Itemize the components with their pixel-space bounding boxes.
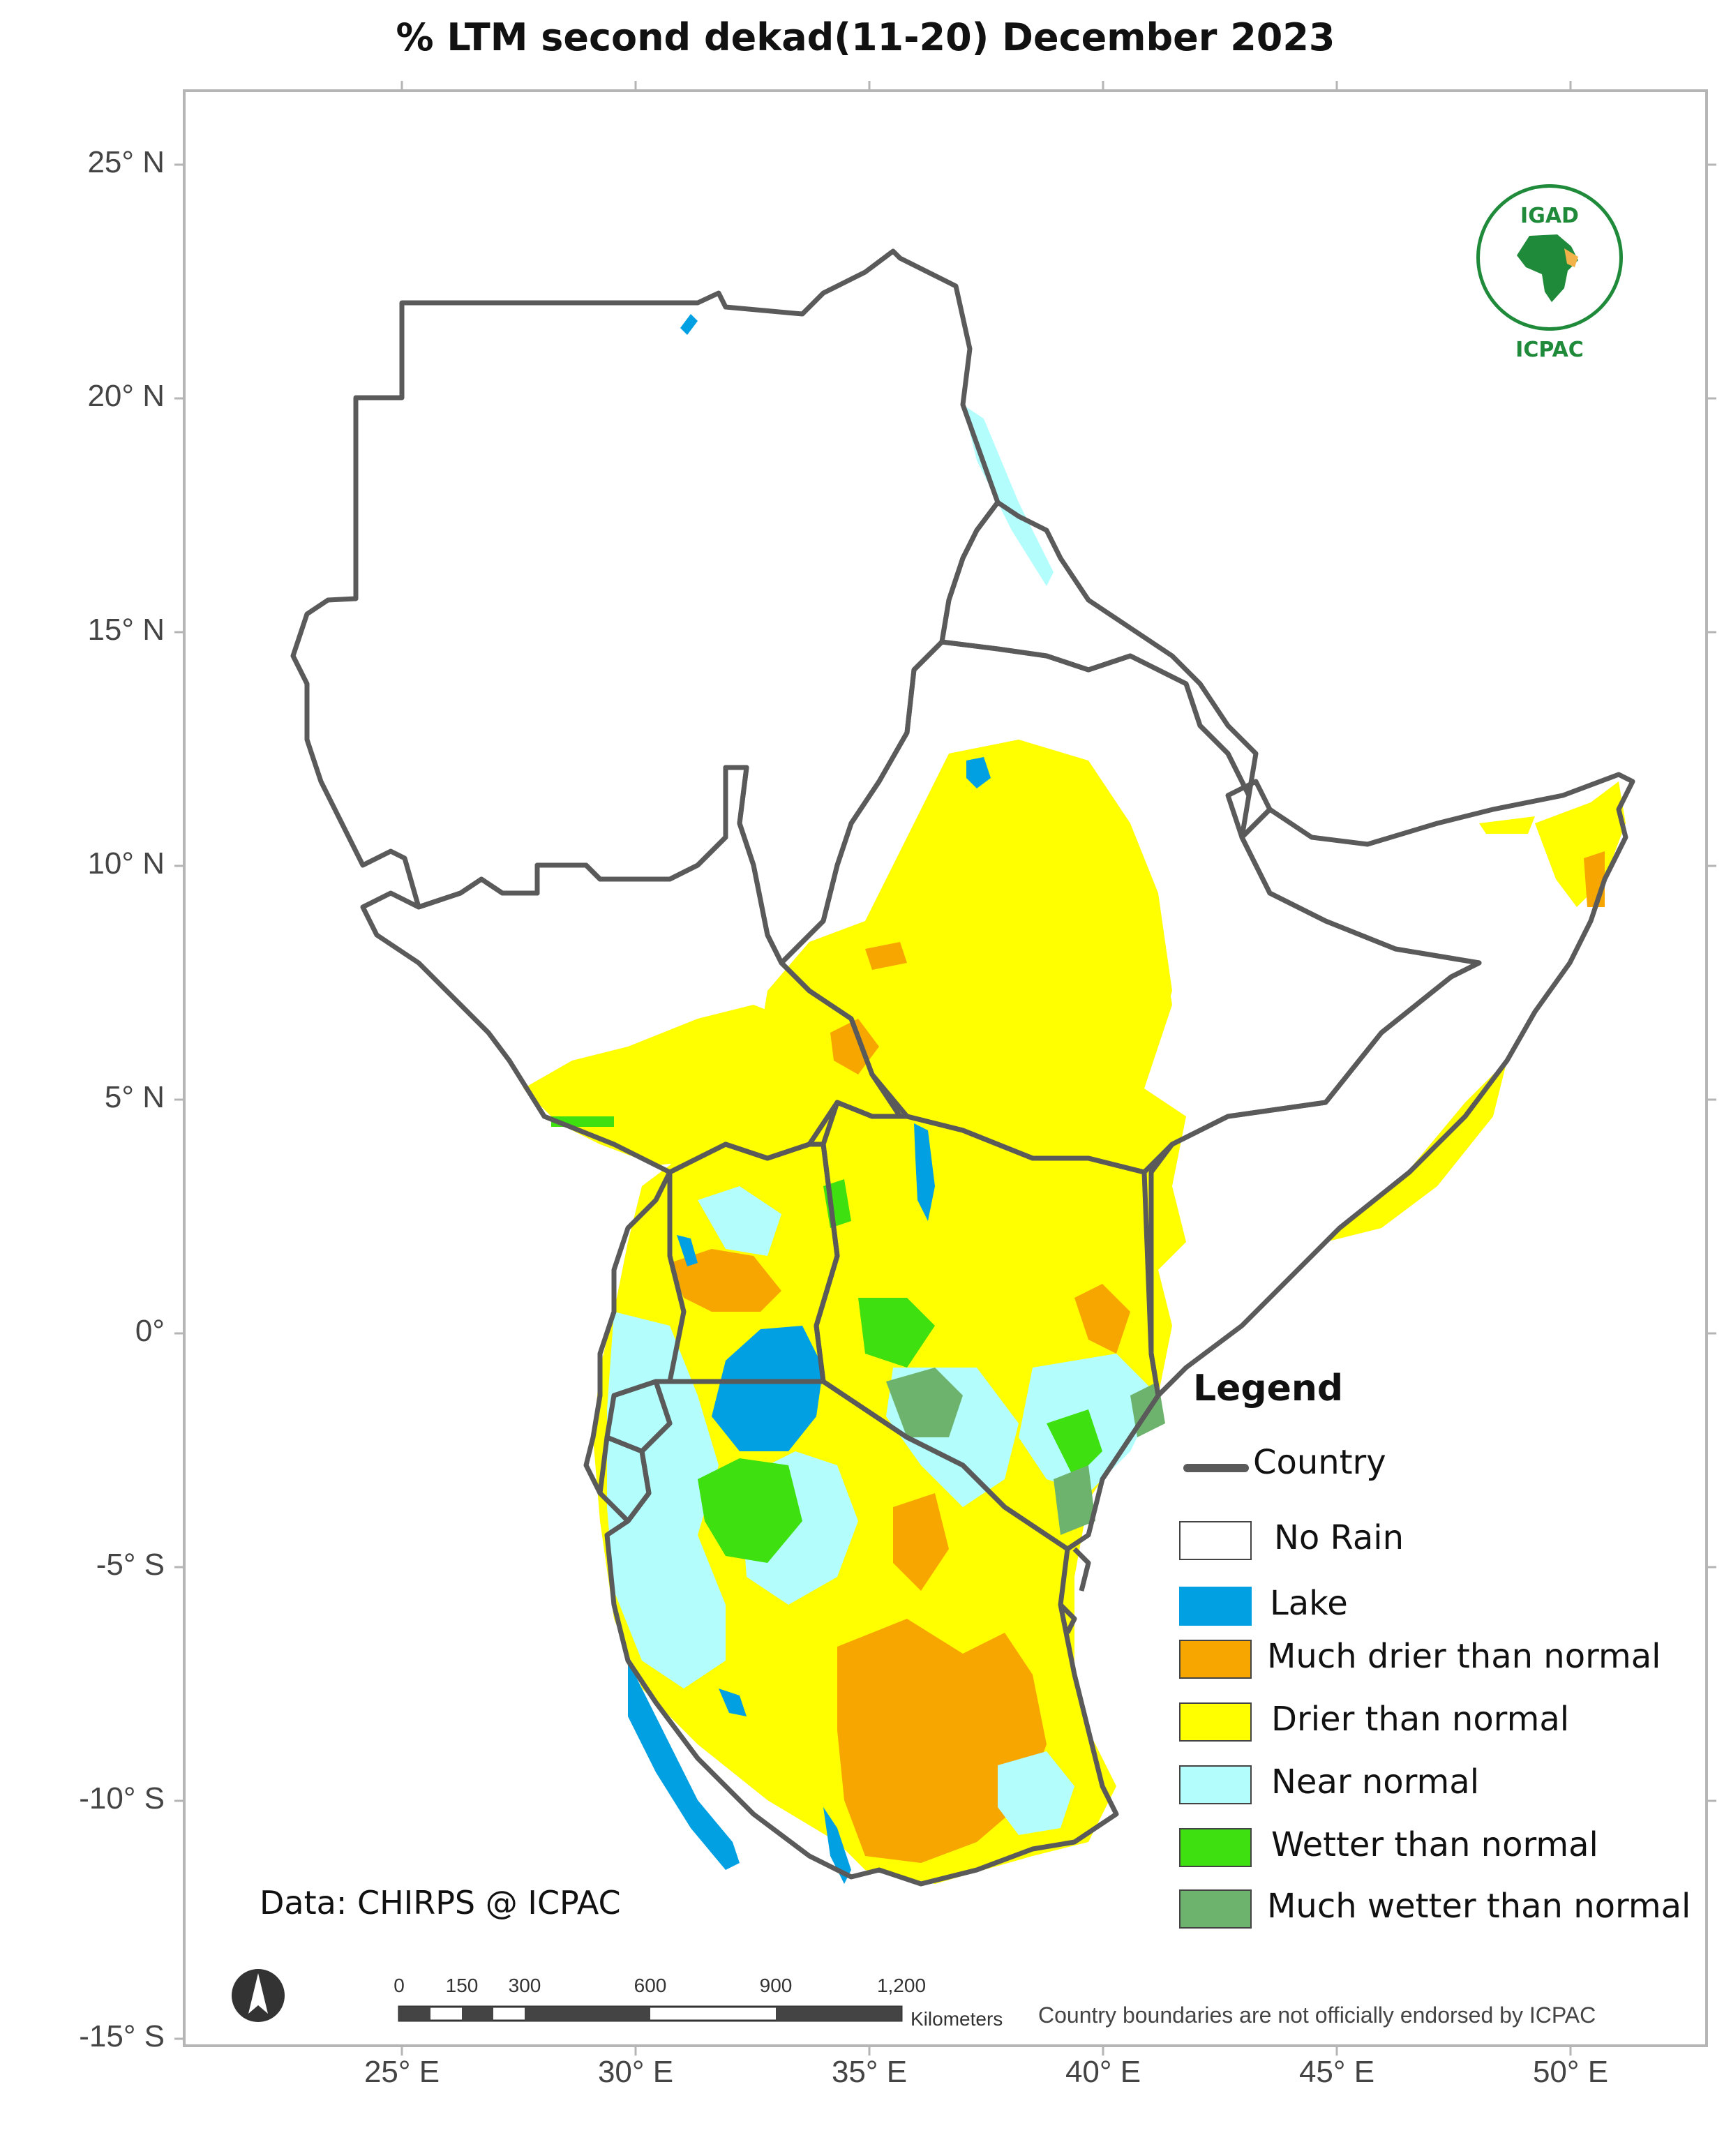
lat-label-5n: 5° N [104, 1080, 165, 1114]
scale-tick-1200: 1,200 [876, 1975, 927, 1996]
legend-item-no-rain: No Rain [1179, 1515, 1709, 1564]
lon-label-30e: 30° E [597, 2055, 674, 2089]
lake-nasser [680, 314, 698, 335]
region-wetter-kenya [858, 1298, 935, 1368]
scale-tick-0: 0 [394, 1975, 405, 1996]
africa-map-icon [1517, 234, 1578, 302]
region-much-drier-tanzania [837, 1619, 1047, 1863]
region-wetter-coast [1047, 1409, 1102, 1479]
legend-label: Near normal [1271, 1762, 1480, 1802]
country-borders [290, 248, 1635, 1887]
lake-tanganyika [628, 1661, 740, 1870]
region-drier-somalia-coast [1326, 1061, 1507, 1242]
lon-label-40e: 40° E [1065, 2055, 1141, 2089]
legend-label: Wetter than normal [1271, 1825, 1598, 1864]
region-much-wetter-coast [1054, 1465, 1095, 1535]
legend-item-drier: Drier than normal [1179, 1697, 1709, 1746]
legend-item-much-drier: Much drier than normal [1179, 1634, 1709, 1683]
lake-turkana [914, 1123, 935, 1221]
legend-item-much-wetter: Much wetter than normal [1179, 1884, 1709, 1933]
lon-label-35e: 35° E [831, 2055, 908, 2089]
region-much-drier-ethiopia-2 [865, 942, 907, 970]
region-near-normal-red-sea [963, 405, 1054, 586]
region-much-wetter-kenya [886, 1368, 963, 1437]
border-eritrea [939, 500, 1259, 798]
lat-label-25n: 25° N [87, 145, 165, 179]
lat-label-0: 0° [135, 1314, 165, 1348]
scale-tick-150: 150 [445, 1975, 479, 1996]
legend-item-lake: Lake [1179, 1581, 1709, 1630]
logo-igad-text: IGAD [1520, 204, 1579, 228]
legend-swatch [1179, 1828, 1252, 1867]
legend-label: No Rain [1274, 1518, 1404, 1557]
border-drc-edge [583, 1171, 673, 1495]
lake-rukwa [719, 1689, 747, 1716]
region-near-normal-south [998, 1751, 1074, 1835]
region-near-normal-west [607, 1312, 726, 1689]
lat-label-15n: 15° N [87, 613, 165, 647]
scale-tick-900: 900 [759, 1975, 793, 1996]
logo-emblem-icon [1476, 184, 1623, 331]
lon-label-45e: 45° E [1298, 2055, 1375, 2089]
igad-icpac-logo: IGAD ICPAC [1472, 180, 1633, 368]
border-uganda [667, 1141, 840, 1384]
graticule-ticks [174, 81, 1716, 2056]
lat-label-5s: -5° S [96, 1548, 165, 1582]
region-much-drier-kenya [1074, 1284, 1130, 1354]
border-sudan [290, 248, 1001, 966]
legend-label-country: Country [1253, 1443, 1386, 1482]
legend: Legend Country No Rain Lake Much drier t… [1179, 1368, 1709, 1954]
region-wetter-tanzania [698, 1458, 802, 1563]
region-drier-somalia-north [1479, 816, 1535, 834]
legend-item-wetter: Wetter than normal [1179, 1822, 1709, 1871]
lat-label-15s: -15° S [79, 2019, 165, 2053]
country-line-swatch [1183, 1464, 1249, 1472]
logo-icpac-text: ICPAC [1515, 338, 1584, 362]
legend-swatch [1179, 1521, 1252, 1560]
scale-bar: 0 150 300 600 900 1,200 Kilometers [391, 1975, 1019, 2037]
boundary-disclaimer: Country boundaries are not officially en… [1038, 2002, 1596, 2028]
lake-tana [966, 757, 991, 788]
legend-label: Much drier than normal [1267, 1637, 1661, 1676]
border-tanzania [604, 1379, 1119, 1887]
region-near-normal-uganda [698, 1186, 781, 1256]
lake-albert [677, 1235, 698, 1266]
lat-label-10n: 10° N [87, 846, 165, 881]
legend-label: Drier than normal [1271, 1700, 1570, 1739]
data-credit: Data: CHIRPS @ ICPAC [260, 1884, 621, 1922]
lon-label-50e: 50° E [1532, 2055, 1609, 2089]
region-much-drier-drc [670, 1249, 781, 1312]
legend-label: Lake [1270, 1584, 1348, 1623]
lake-victoria [712, 1326, 823, 1451]
border-islands [1058, 1547, 1091, 1634]
map-title: % LTM second dekad(11-20) December 2023 [396, 15, 1335, 59]
legend-label: Much wetter than normal [1267, 1887, 1691, 1926]
scale-tick-300: 300 [508, 1975, 541, 1996]
legend-title: Legend [1193, 1368, 1344, 1409]
legend-swatch [1179, 1765, 1252, 1804]
north-arrow-icon [232, 1969, 285, 2022]
legend-swatch [1179, 1640, 1252, 1679]
map-frame [183, 89, 1708, 2047]
legend-item-country: Country [1179, 1440, 1709, 1489]
border-somalia [1148, 772, 1635, 1398]
legend-swatch [1179, 1587, 1252, 1626]
legend-swatch [1179, 1702, 1252, 1742]
scale-bar-graphic [398, 2005, 903, 2022]
lat-label-10s: -10° S [79, 1781, 165, 1816]
region-much-drier-tanzania-north [893, 1493, 949, 1591]
region-much-drier-somalia [1584, 851, 1605, 907]
legend-swatch [1179, 1889, 1252, 1929]
lake-malawi [823, 1807, 851, 1884]
scale-tick-600: 600 [634, 1975, 667, 1996]
scale-unit: Kilometers [911, 2008, 1003, 2030]
lat-label-20n: 20° N [87, 379, 165, 413]
legend-item-near-normal: Near normal [1179, 1760, 1709, 1809]
lon-label-25e: 25° E [364, 2055, 440, 2089]
